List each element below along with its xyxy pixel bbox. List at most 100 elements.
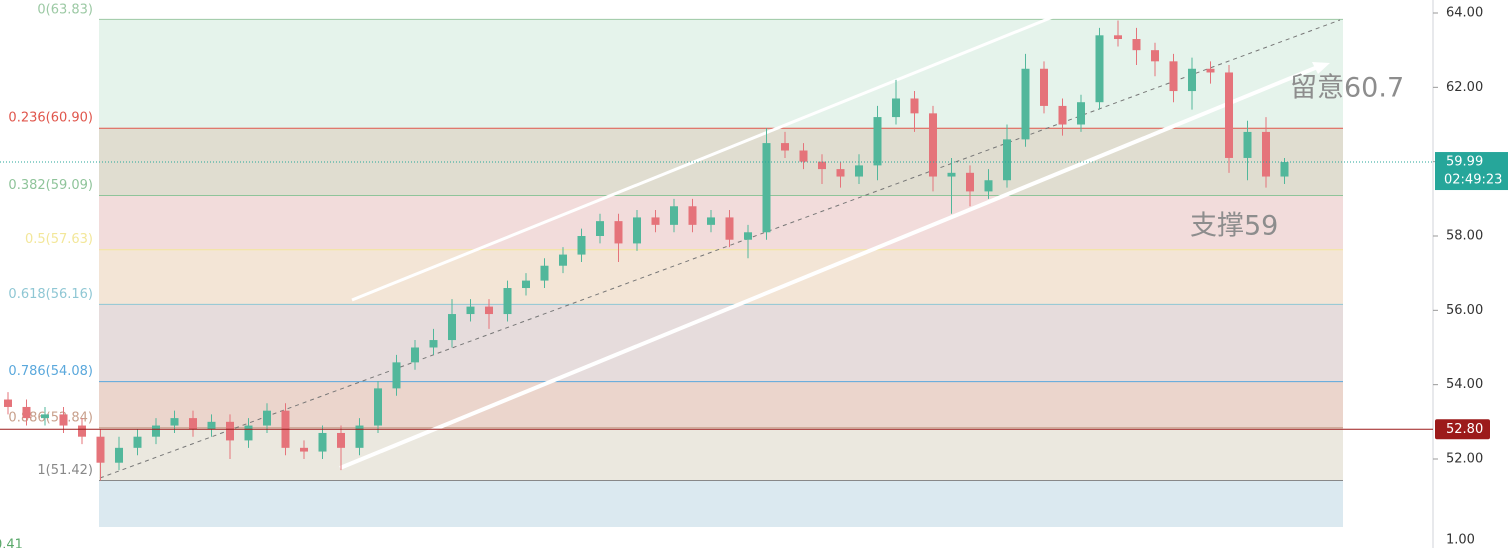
candle-body [744, 232, 752, 240]
y-tick-label: 58.00 [1446, 228, 1483, 243]
fib-zone [99, 480, 1343, 527]
candle-body [170, 418, 179, 426]
candle-body [781, 143, 789, 151]
candle-body [1077, 102, 1085, 125]
candle-body [1132, 39, 1141, 51]
candle-body [873, 117, 882, 166]
candle-body [1206, 68, 1215, 73]
candle-body [207, 421, 216, 430]
candle-body [448, 314, 456, 341]
candle-body [836, 169, 845, 177]
candle-body [559, 254, 567, 266]
lower-pane-tick: 1.00 [1446, 533, 1475, 548]
candle-body [355, 425, 364, 448]
candle-body [59, 414, 68, 426]
candle-body [910, 98, 919, 114]
candle-body [1243, 131, 1252, 158]
fib-label: 0.886(52.84) [8, 410, 93, 425]
candle-body [4, 399, 12, 407]
candle-body [133, 436, 142, 448]
candle-body [485, 306, 493, 315]
y-tick-label: 64.00 [1446, 6, 1483, 21]
fib-label: 0.382(59.09) [8, 178, 93, 193]
candle-body [1262, 131, 1270, 177]
fib-zone [99, 195, 1343, 250]
candle-body [688, 206, 697, 225]
candle-body [762, 143, 771, 233]
candle-body [392, 362, 401, 389]
candle-body [947, 172, 956, 177]
candle-body [1280, 162, 1289, 177]
candle-body [1169, 61, 1178, 92]
current-price-tag [1435, 152, 1508, 191]
fib-label: 0.786(54.08) [8, 364, 93, 379]
candle-body [1003, 139, 1011, 181]
fib-zone [99, 19, 1343, 129]
candle-body [818, 161, 826, 170]
candle-body [670, 206, 678, 225]
candle-body [540, 265, 549, 281]
y-tick-label: 54.00 [1446, 377, 1483, 392]
candle-body [411, 347, 419, 363]
candle-body [614, 221, 623, 244]
candle-body [189, 418, 197, 430]
candle-body [115, 447, 123, 463]
fib-label: 0(63.83) [37, 3, 93, 18]
candle-body [707, 217, 715, 225]
fib-zone [99, 249, 1343, 305]
arrow-head [1312, 62, 1330, 74]
candle-body [1040, 68, 1048, 106]
candle-body [337, 432, 345, 448]
candle-body [966, 172, 974, 192]
lower-pane-value: 0.41 [0, 538, 23, 548]
candle-body [1225, 72, 1233, 158]
current-price-label: 59.99 [1446, 155, 1483, 170]
y-tick-label: 52.00 [1446, 451, 1483, 466]
fib-label: 1(51.42) [37, 463, 93, 478]
annotation: 支撑59 [1190, 211, 1278, 242]
candle-body [226, 421, 234, 441]
candle-body [651, 217, 660, 225]
fib-label: 0.618(56.16) [8, 287, 93, 302]
candle-body [466, 306, 475, 315]
candle-body [22, 406, 31, 419]
candle-body [929, 113, 937, 177]
annotation: 留意60.7 [1290, 73, 1404, 104]
fib-zone [99, 304, 1343, 382]
candle-body [984, 180, 993, 192]
channel-upper [351, 6, 1076, 302]
candle-body [1058, 105, 1067, 125]
candle-body [577, 235, 586, 255]
candle-body [152, 425, 160, 437]
y-tick-label: 62.00 [1446, 80, 1483, 95]
candle-body [374, 388, 382, 426]
candle-body [633, 217, 641, 244]
candle-body [1151, 50, 1159, 62]
candle-body [1188, 68, 1196, 92]
candle-body [41, 414, 49, 419]
candle-body [318, 432, 327, 452]
candle-body [799, 150, 808, 162]
candle-body [596, 221, 604, 236]
candle-body [429, 340, 438, 348]
candle-body [96, 436, 105, 463]
marked-price-label: 52.80 [1446, 422, 1483, 437]
fib-label: 0.236(60.90) [8, 111, 93, 126]
marked-price-tag [1435, 419, 1490, 440]
candle-body [855, 165, 863, 177]
channel-lower [339, 64, 1321, 470]
candle-body [78, 425, 86, 437]
candle-body [1021, 68, 1030, 140]
candle-body [892, 98, 900, 118]
candle-body [263, 410, 271, 426]
candle-body [503, 288, 512, 315]
y-tick-label: 56.00 [1446, 303, 1483, 318]
candle-body [244, 425, 253, 441]
countdown: 02:49:23 [1444, 173, 1502, 188]
candle-body [522, 280, 530, 289]
candle-body [1095, 35, 1104, 103]
fib-label: 0.5(57.63) [25, 232, 93, 247]
fib-zone [99, 381, 1343, 428]
candle-body [300, 447, 308, 452]
